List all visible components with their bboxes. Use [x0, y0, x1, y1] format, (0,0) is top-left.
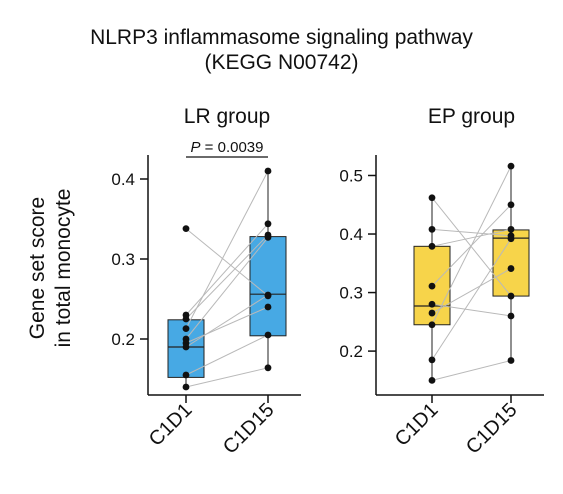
lr-pair-line — [185, 306, 269, 344]
lr-point — [264, 220, 272, 228]
lr-y-tick-label: 0.4 — [111, 170, 135, 189]
lr-point — [264, 291, 272, 299]
ep-point — [507, 225, 515, 233]
ep-point — [428, 242, 436, 250]
ep-point — [428, 300, 436, 308]
ep-y-tick-label: 0.4 — [339, 225, 363, 244]
ep-pair-line — [431, 303, 512, 317]
ep-y-tick-label: 0.2 — [339, 342, 363, 361]
lr-y-tick-label: 0.2 — [111, 330, 135, 349]
lr-y-tick-label: 0.3 — [111, 250, 135, 269]
lr-pair-line — [185, 294, 269, 348]
lr-x-tick-label: C1D1 — [145, 399, 197, 451]
lr-pair-line — [185, 170, 269, 329]
lr-point — [182, 371, 190, 379]
lr-x-tick-label: C1D15 — [219, 399, 279, 459]
ep-panel-title: EP group — [428, 105, 515, 128]
ep-point — [507, 235, 515, 243]
lr-pair-line — [185, 234, 269, 320]
lr-point — [264, 331, 272, 339]
lr-group-panel: LR group 0.2 0.3 0.4 C1D1 C1D15 P = 0.0039 — [111, 105, 301, 459]
lr-point — [182, 325, 190, 332]
figure-title-line2: (KEGG N00742) — [204, 51, 359, 74]
ep-pair-line — [431, 197, 512, 297]
lr-panel-title: LR group — [184, 105, 270, 128]
lr-point — [182, 383, 190, 391]
lr-pair-line — [185, 367, 269, 388]
lr-p-value-label: P = 0.0039 — [191, 139, 264, 156]
ep-point — [428, 194, 436, 202]
lr-point — [264, 364, 272, 372]
ep-pair-line — [431, 165, 512, 325]
figure-title-line1: NLRP3 inflammasome signaling pathway — [90, 26, 473, 49]
ep-y-tick-label: 0.5 — [339, 166, 363, 185]
lr-point — [182, 225, 190, 233]
y-axis-label-line1: Gene set score — [26, 197, 49, 339]
lr-box — [249, 236, 287, 337]
lr-point — [264, 167, 272, 175]
ep-pair-line — [431, 228, 512, 247]
ep-pair-line — [431, 238, 512, 361]
ep-point — [428, 376, 436, 384]
lr-pair-line — [185, 237, 269, 340]
ep-point — [428, 321, 436, 329]
ep-point — [507, 312, 515, 320]
lr-point — [182, 343, 190, 351]
lr-pair-line — [185, 228, 269, 297]
ep-pair-line — [431, 268, 512, 314]
ep-point — [507, 265, 515, 272]
lr-point — [264, 303, 272, 311]
lr-pair-line — [185, 334, 269, 376]
ep-pair-line — [431, 359, 512, 381]
ep-y-tick-label: 0.3 — [339, 284, 363, 303]
lr-point — [264, 234, 272, 241]
ep-point — [507, 201, 515, 209]
lr-pair-line — [185, 223, 269, 316]
ep-point — [507, 357, 515, 364]
ep-point — [428, 282, 436, 290]
ep-pair-line — [431, 228, 512, 237]
ep-point — [507, 292, 515, 300]
ep-x-tick-label: C1D15 — [462, 399, 522, 459]
ep-point — [507, 162, 515, 170]
ep-x-tick-label: C1D1 — [391, 399, 443, 451]
y-axis-label-line2: in total monocyte — [52, 189, 75, 348]
ep-group-panel: EP group 0.2 0.3 0.4 0.5 C1D1 C1D15 — [339, 105, 544, 459]
ep-point — [428, 356, 436, 364]
ep-point — [428, 225, 436, 233]
lr-point — [182, 315, 190, 323]
ep-point — [428, 309, 436, 317]
